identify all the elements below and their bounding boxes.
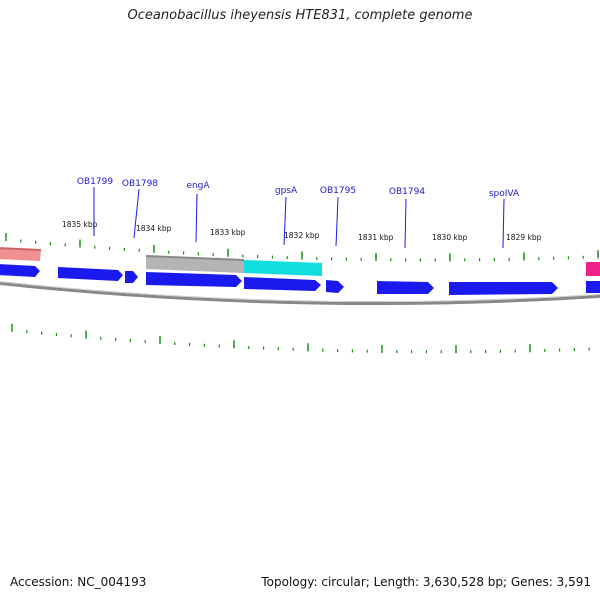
gene-arrow[interactable] [125,271,138,283]
gene-arrow[interactable] [0,264,40,277]
gene-labels: OB1799 OB1798 engA gpsA OB1795 OB1794 sp… [77,177,520,249]
gpsA-band[interactable] [244,260,322,276]
gene-label[interactable]: OB1798 [122,179,158,189]
position-label: 1832 kbp [284,231,320,240]
position-label: 1829 kbp [506,233,542,242]
gene-label[interactable]: OB1795 [320,186,356,196]
gene-arrow[interactable] [244,277,321,291]
gene-label[interactable]: gpsA [275,186,298,196]
gene-label[interactable]: OB1794 [389,187,425,197]
gene-arrow[interactable] [326,280,344,293]
gene-arrow[interactable] [586,281,600,293]
gene-arrow[interactable] [377,281,434,294]
page-title: Oceanobacillus iheyensis HTE831, complet… [127,8,473,23]
accession-label: Accession: NC_004193 [10,575,147,589]
position-labels: 1835 kbp 1834 kbp 1833 kbp 1832 kbp 1831… [62,220,542,242]
gene-label[interactable]: engA [186,181,210,191]
engA-band-top [146,255,244,261]
left-feature-band[interactable] [0,248,41,261]
gene-arrow[interactable] [58,267,123,281]
right-feature-band[interactable] [586,262,600,276]
genome-summary: Topology: circular; Length: 3,630,528 bp… [261,575,591,589]
upper-tick-row [5,233,599,262]
position-label: 1830 kbp [432,233,468,242]
gene-label[interactable]: OB1799 [77,177,113,187]
position-label: 1831 kbp [358,233,394,242]
gene-label[interactable]: spoIVA [489,189,520,199]
gene-arrow[interactable] [146,272,242,287]
genome-backbone-highlight [0,281,600,303]
gene-arrow[interactable] [449,282,558,295]
forward-strand-genes [0,264,600,295]
genome-backbone [0,282,600,306]
left-feature-band-top [0,247,41,251]
position-label: 1833 kbp [210,228,246,237]
engA-band[interactable] [146,256,244,273]
position-label: 1834 kbp [136,224,172,233]
position-label: 1835 kbp [62,220,98,229]
lower-tick-row [11,323,590,354]
